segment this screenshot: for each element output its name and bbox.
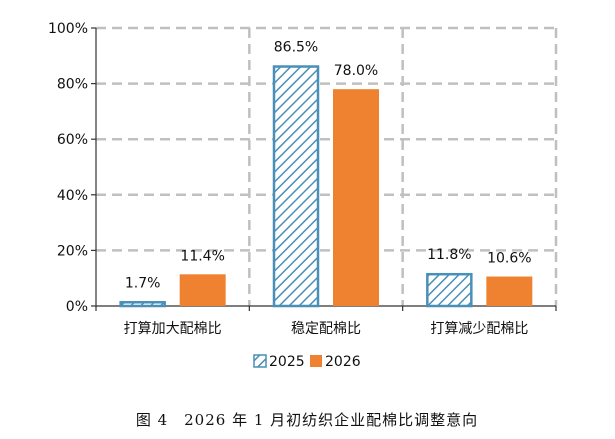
data-label-2025-0: 1.7% — [125, 275, 161, 291]
y-tick-label-0: 0% — [66, 299, 88, 315]
data-label-2026-1: 78.0% — [334, 63, 378, 79]
legend-swatch-2026 — [310, 355, 322, 367]
y-tick-label-40: 40% — [57, 188, 88, 204]
category-label-2: 打算减少配棉比 — [430, 320, 528, 337]
y-tick-label-100: 100% — [48, 21, 88, 37]
bar-2026-0 — [179, 274, 226, 306]
y-tick-label-60: 60% — [57, 132, 88, 148]
bars — [119, 65, 533, 308]
bar-2025-0 — [119, 301, 166, 308]
bar-2025-1 — [272, 65, 320, 308]
data-label-2025-1: 86.5% — [274, 40, 318, 56]
bar-2025-2 — [426, 272, 473, 308]
data-label-2026-0: 11.4% — [180, 248, 224, 264]
bar-2026-2 — [486, 276, 533, 306]
category-label-0: 打算加大配棉比 — [124, 320, 222, 337]
legend: 2025 2026 — [253, 354, 361, 370]
data-label-2025-2: 11.8% — [427, 247, 471, 263]
data-labels: 1.7% 11.4% 86.5% 78.0% 11.8% 10.6% — [125, 40, 532, 292]
axes: 0% 20% 40% 60% 80% 100% 打算加大配棉比 稳定配棉比 打算减少配棉比 — [48, 21, 557, 337]
legend-swatch-2025 — [253, 354, 267, 368]
bar-2026-1 — [333, 89, 379, 306]
figure-caption: 图 4 2026 年 1 月初纺织企业配棉比调整意向 — [136, 411, 478, 429]
legend-label-2026: 2026 — [325, 354, 361, 370]
y-tick-label-80: 80% — [57, 77, 88, 93]
y-tick-label-20: 20% — [57, 243, 88, 259]
grid — [96, 26, 558, 306]
data-label-2026-2: 10.6% — [487, 251, 531, 267]
category-label-1: 稳定配棉比 — [291, 320, 361, 337]
legend-label-2025: 2025 — [269, 354, 305, 370]
